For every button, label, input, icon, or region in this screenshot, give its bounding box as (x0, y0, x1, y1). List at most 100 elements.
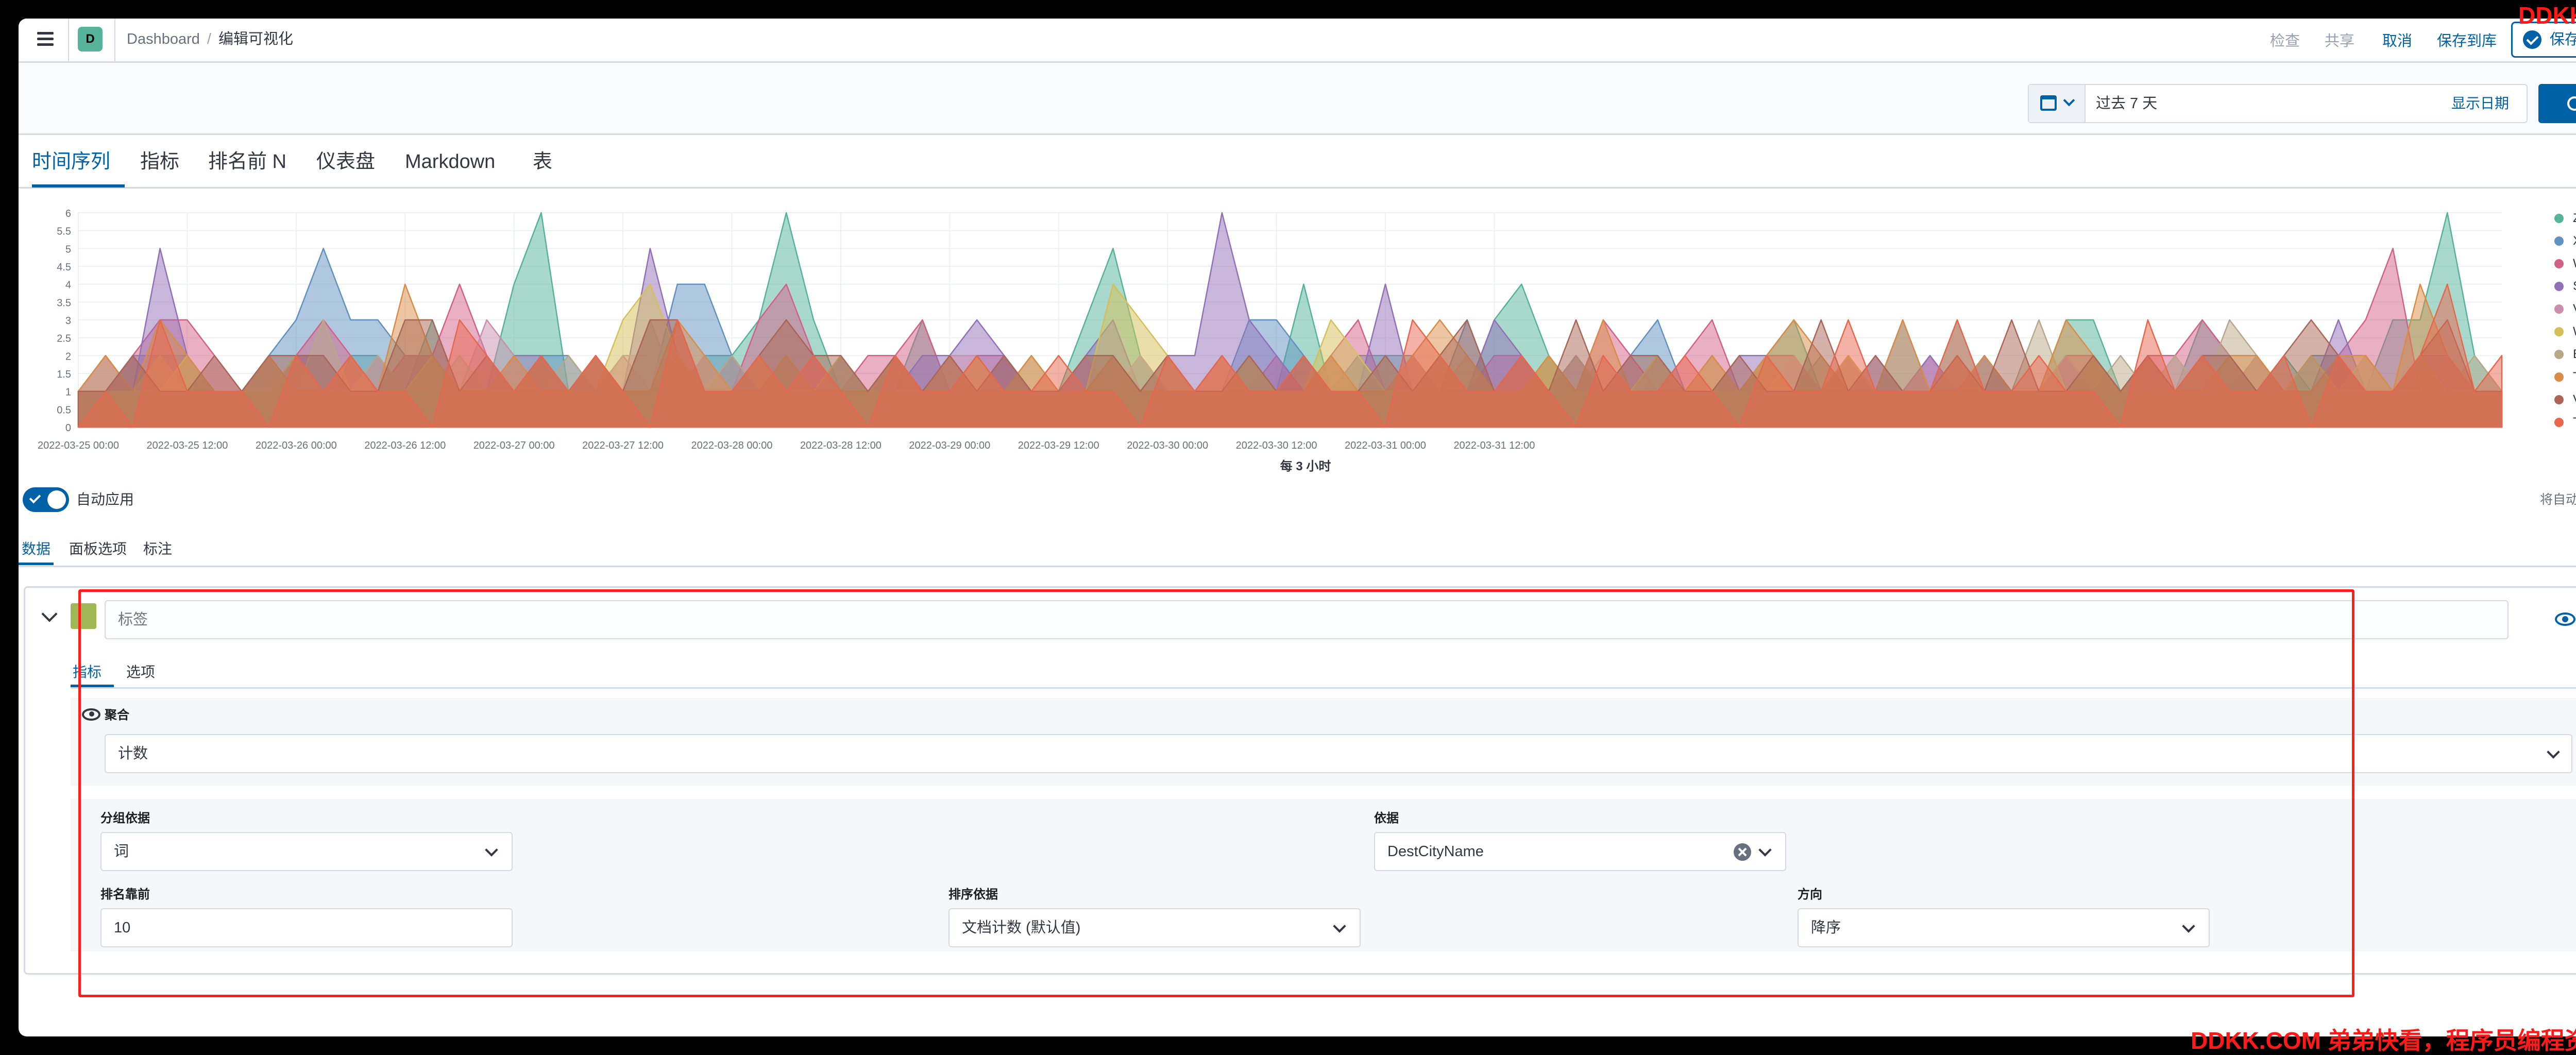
legend-item[interactable]: Winnipeg1 (2550, 320, 2576, 343)
collapse-chevron-icon[interactable] (41, 606, 58, 622)
cancel-link[interactable]: 取消 (2382, 33, 2413, 49)
x-tick-label: 2022-03-30 00:00 (1127, 440, 1208, 451)
clear-icon[interactable] (1734, 843, 1751, 861)
y-tick-label: 4.5 (57, 262, 71, 273)
series-label-input[interactable] (105, 600, 2509, 639)
tab-top-n[interactable]: 排名前 N (208, 151, 287, 173)
y-tick-label: 2 (65, 351, 71, 362)
group-by-label: 分组依据 (100, 811, 150, 825)
by-field-select[interactable]: DestCityName (1374, 832, 1786, 871)
legend-dot-icon (2554, 259, 2564, 268)
tab-time-series[interactable]: 时间序列 (32, 151, 111, 173)
x-tick-label: 2022-03-27 00:00 (473, 440, 555, 451)
save-to-library-link[interactable]: 保存到库 (2437, 33, 2497, 49)
auto-apply-toggle[interactable] (23, 487, 69, 512)
breadcrumb-dashboard[interactable]: Dashboard (127, 31, 200, 47)
series-color-swatch[interactable] (71, 603, 96, 629)
legend-dot-icon (2554, 214, 2564, 223)
x-tick-label: 2022-03-31 12:00 (1453, 440, 1535, 451)
y-tick-label: 0 (65, 422, 71, 434)
tab-panel-options[interactable]: 面板选项 (69, 541, 127, 557)
app-window: D Dashboard / 编辑可视化 检查 共享 取消 保存到库 保存并返回 过去… (19, 19, 2576, 1036)
time-series-chart[interactable]: 0 0.5 1 1.5 2 2.5 3 3.5 4 4.5 5 5.5 6 2022-03-25 00:0… (19, 190, 2543, 494)
tab-data[interactable]: 数据 (22, 541, 51, 557)
breadcrumb-separator: / (207, 31, 211, 47)
legend-label: Tokyo (2573, 370, 2576, 384)
breadcrumb: Dashboard / 编辑可视化 (127, 29, 293, 49)
top-input[interactable]: 10 (100, 908, 513, 947)
tab-markdown[interactable]: Markdown (405, 151, 496, 173)
time-range-text[interactable]: 过去 7 天 (2096, 95, 2158, 112)
top-label: 排名靠前 (100, 888, 150, 901)
eye-icon[interactable] (82, 708, 100, 721)
legend-item[interactable]: Tokyo1 (2550, 366, 2576, 388)
legend-item[interactable]: Xi'an1 (2550, 230, 2576, 252)
eye-icon[interactable] (2555, 612, 2575, 626)
inspect-link[interactable]: 检查 (2270, 33, 2300, 49)
x-tick-label: 2022-03-26 12:00 (364, 440, 446, 451)
divider (19, 566, 2576, 567)
auto-apply-note: 将自动应用更改。 (2539, 492, 2576, 507)
visualization-type-tabs: 时间序列 指标 排名前 N 仪表盘 Markdown 表 (19, 135, 2576, 189)
share-link[interactable]: 共享 (2325, 33, 2355, 49)
tab-options[interactable]: 选项 (126, 664, 156, 680)
direction-label: 方向 (1798, 888, 1822, 901)
by-label: 依据 (1374, 811, 1399, 825)
legend-dot-icon (2554, 327, 2564, 336)
auto-apply-label: 自动应用 (76, 491, 134, 507)
legend-item[interactable]: Shanghai2 (2550, 275, 2576, 298)
group-by-section: 分组依据 词 依据 DestCityName 排名靠前 10 排序依据 文档计数… (71, 799, 2576, 951)
aggregation-select[interactable]: 计数 (105, 734, 2572, 773)
divider (68, 19, 69, 63)
save-and-return-button[interactable]: 保存并返回 (2511, 22, 2576, 58)
y-tick-label: 5.5 (57, 226, 71, 237)
tab-metrics[interactable]: 指标 (73, 664, 102, 680)
x-tick-label: 2022-03-28 00:00 (691, 440, 773, 451)
tab-metric[interactable]: 指标 (140, 151, 180, 173)
legend-item[interactable]: Belogorsk2 (2550, 343, 2576, 366)
space-avatar[interactable]: D (78, 27, 103, 52)
tab-gauge[interactable]: 仪表盘 (316, 151, 376, 173)
group-by-select[interactable]: 词 (100, 832, 513, 871)
check-circle-icon (2523, 30, 2541, 49)
y-tick-label: 4 (65, 280, 71, 291)
x-tick-label: 2022-03-27 12:00 (582, 440, 664, 451)
watermark-top: DDKK.COM (2518, 2, 2576, 29)
legend-label: Zurich (2573, 211, 2576, 225)
legend-label: Belogorsk (2573, 347, 2576, 361)
series-panel: 指标 选项 聚合 计数 分组依据 词 依据 DestCityName (24, 586, 2576, 975)
legend-item[interactable]: Verona2 (2550, 298, 2576, 320)
direction-select[interactable]: 降序 (1798, 908, 2210, 947)
y-tick-label: 5 (65, 244, 71, 255)
quick-menu-button[interactable] (2029, 85, 2086, 122)
query-bar: 过去 7 天 显示日期 刷新 (19, 63, 2576, 135)
legend-item[interactable]: Torino2 (2550, 411, 2576, 434)
divider (114, 19, 115, 63)
legend-dot-icon (2554, 350, 2564, 359)
y-tick-label: 0.5 (57, 404, 71, 416)
show-dates-link[interactable]: 显示日期 (2451, 95, 2509, 111)
legend-item[interactable]: Zurich1 (2550, 207, 2576, 230)
date-picker: 过去 7 天 显示日期 (2028, 84, 2528, 123)
x-tick-label: 2022-03-25 12:00 (146, 440, 228, 451)
tab-annotations[interactable]: 标注 (143, 541, 173, 557)
legend-label: Verona (2573, 302, 2576, 316)
legend-item[interactable]: Vienna1 (2550, 388, 2576, 411)
legend-label: Winnipeg (2573, 325, 2576, 338)
order-by-select[interactable]: 文档计数 (默认值) (948, 908, 1361, 947)
tab-table[interactable]: 表 (533, 151, 553, 173)
menu-icon[interactable] (32, 26, 59, 53)
y-tick-label: 6 (65, 208, 71, 219)
by-field-value: DestCityName (1387, 843, 1484, 860)
legend-item[interactable]: Warsaw2 (2550, 252, 2576, 275)
y-tick-label: 3 (65, 315, 71, 327)
chevron-down-icon (2063, 94, 2075, 107)
legend-label: Warsaw (2573, 257, 2576, 270)
direction-value: 降序 (1811, 920, 1841, 936)
x-tick-label: 2022-03-29 12:00 (1018, 440, 1099, 451)
divider (71, 687, 2576, 689)
check-icon (29, 491, 41, 504)
refresh-button[interactable]: 刷新 (2538, 84, 2576, 123)
legend-label: Shanghai (2573, 279, 2576, 293)
order-by-label: 排序依据 (948, 888, 998, 901)
